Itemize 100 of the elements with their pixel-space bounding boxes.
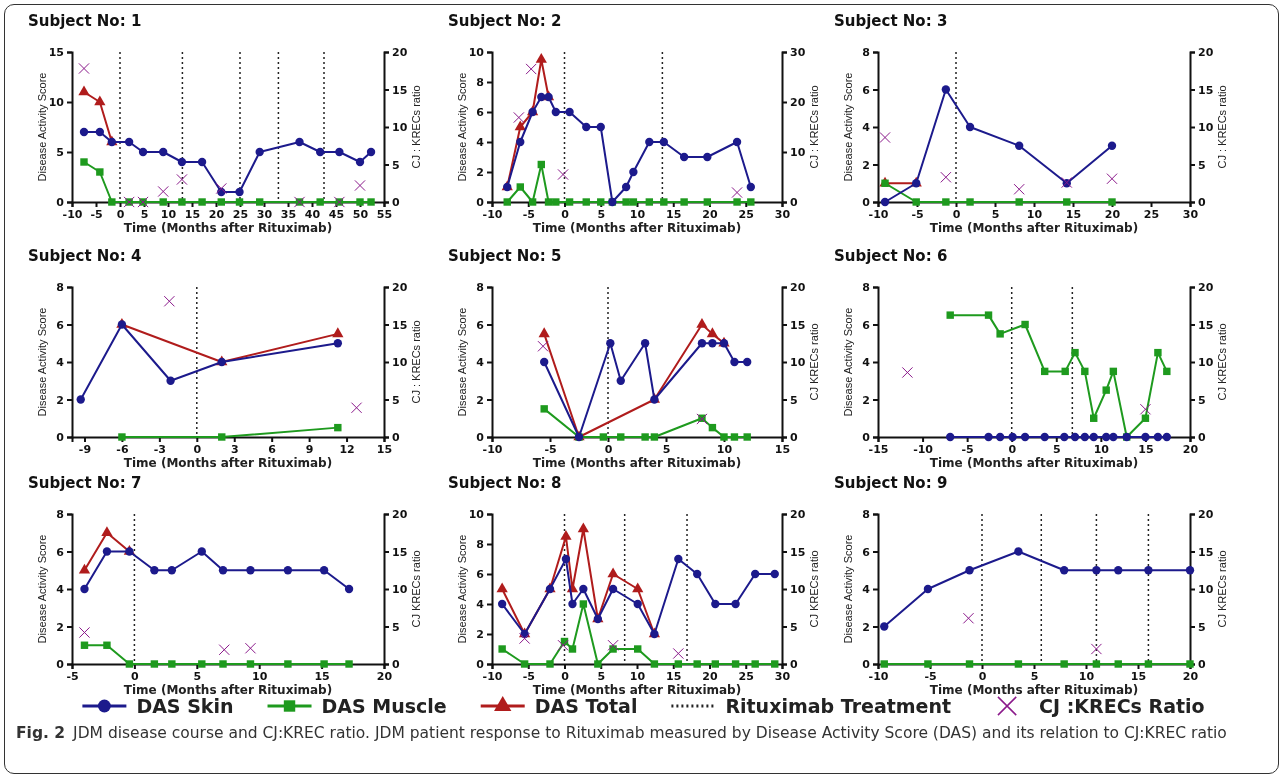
point bbox=[942, 198, 950, 206]
y-tick-label: 6 bbox=[476, 106, 485, 120]
y-tick-label: 4 bbox=[56, 583, 65, 597]
x-tick-label: 0 bbox=[561, 207, 570, 221]
x-tick-label: 10 bbox=[1093, 442, 1110, 456]
chart-title: Subject No: 1 bbox=[28, 12, 142, 30]
x-tick-label: -10 bbox=[482, 207, 503, 221]
point bbox=[1162, 432, 1172, 442]
x-tick-label: -10 bbox=[482, 442, 503, 456]
point bbox=[582, 198, 590, 206]
point bbox=[538, 327, 550, 338]
point bbox=[608, 584, 618, 594]
point bbox=[923, 584, 933, 594]
point bbox=[295, 137, 304, 147]
point bbox=[1141, 432, 1150, 442]
x-tick-label: 5 bbox=[597, 669, 606, 683]
point bbox=[178, 198, 186, 206]
x-tick-label: 10 bbox=[629, 207, 646, 221]
point bbox=[1153, 432, 1163, 442]
y2-tick-label: 15 bbox=[392, 545, 408, 559]
point bbox=[622, 198, 630, 206]
x-tick-label: 30 bbox=[1182, 207, 1199, 221]
point bbox=[1015, 198, 1023, 206]
y-tick-label: 6 bbox=[56, 318, 65, 332]
point bbox=[616, 376, 625, 385]
y-axis-title: Disease Activity Score bbox=[36, 72, 48, 182]
point bbox=[540, 405, 548, 413]
point bbox=[355, 157, 365, 167]
x-tick-label: 15 bbox=[666, 207, 682, 221]
point bbox=[770, 569, 779, 579]
point bbox=[197, 157, 207, 167]
x-tick-label: 15 bbox=[774, 442, 791, 456]
point bbox=[711, 599, 720, 609]
y2-axis-title: CJ : KRECs ratio bbox=[410, 320, 422, 404]
y-tick-label: 15 bbox=[48, 46, 64, 60]
point bbox=[1092, 566, 1101, 575]
point bbox=[1092, 660, 1101, 668]
point bbox=[711, 660, 720, 668]
y-tick-label: 4 bbox=[862, 121, 871, 135]
x-tick-label: 10 bbox=[252, 669, 268, 683]
y-tick-label: 6 bbox=[476, 318, 485, 332]
y2-tick-label: 5 bbox=[392, 393, 400, 407]
point bbox=[659, 137, 669, 147]
y-tick-label: 4 bbox=[476, 598, 485, 612]
point bbox=[743, 433, 751, 441]
y-tick-label: 2 bbox=[862, 620, 870, 634]
x-tick-label: 15 bbox=[1130, 669, 1147, 683]
point bbox=[217, 198, 225, 206]
x-tick-label: 15 bbox=[1138, 442, 1154, 456]
point bbox=[965, 660, 974, 668]
point bbox=[497, 599, 507, 609]
y2-tick-label: 20 bbox=[392, 281, 408, 295]
chart-title: Subject No: 7 bbox=[28, 474, 142, 492]
point bbox=[940, 171, 952, 183]
y-axis-title: Disease Activity Score bbox=[456, 307, 468, 417]
y-tick-label: 2 bbox=[56, 620, 64, 634]
x-tick-label: 5 bbox=[597, 207, 606, 221]
point bbox=[246, 660, 255, 668]
point bbox=[966, 198, 974, 206]
point bbox=[514, 120, 526, 131]
point bbox=[255, 147, 264, 157]
point bbox=[1081, 367, 1089, 376]
y-tick-label: 0 bbox=[862, 658, 871, 672]
point bbox=[496, 582, 508, 593]
x-tick-label: 5 bbox=[662, 442, 671, 456]
x-tick-label: -5 bbox=[961, 442, 974, 456]
point bbox=[706, 327, 719, 338]
point bbox=[1063, 198, 1071, 206]
point bbox=[1102, 386, 1110, 394]
point bbox=[124, 137, 134, 147]
point bbox=[78, 626, 91, 639]
y2-axis-title: CJ KRECs ratio bbox=[808, 550, 820, 628]
point bbox=[519, 632, 531, 645]
y-tick-label: 6 bbox=[862, 83, 871, 97]
point bbox=[244, 642, 257, 654]
x-tick-label: 20 bbox=[1182, 669, 1199, 683]
x-tick-label: -5 bbox=[522, 207, 535, 221]
y2-tick-label: 10 bbox=[1198, 356, 1214, 370]
point bbox=[1021, 320, 1029, 329]
point bbox=[984, 432, 993, 442]
y2-tick-label: 5 bbox=[790, 393, 798, 407]
x-tick-label: 3 bbox=[230, 442, 239, 456]
y-tick-label: 8 bbox=[56, 508, 64, 522]
point bbox=[546, 660, 554, 668]
y2-tick-label: 0 bbox=[392, 196, 400, 210]
x-tick-label: 15 bbox=[376, 442, 393, 456]
point bbox=[1060, 660, 1068, 668]
y-tick-label: 0 bbox=[476, 196, 485, 210]
x-tick-label: 30 bbox=[256, 207, 273, 221]
y2-axis-title: CJ KRECs ratio bbox=[1216, 550, 1228, 628]
y-tick-label: 2 bbox=[56, 393, 64, 407]
legend-label: DAS Muscle bbox=[321, 695, 447, 717]
point bbox=[332, 327, 344, 338]
point bbox=[535, 52, 547, 63]
y2-tick-label: 0 bbox=[1198, 431, 1206, 445]
y-axis-title: Disease Activity Score bbox=[36, 307, 48, 417]
y-axis-title: Disease Activity Score bbox=[456, 534, 468, 644]
point bbox=[102, 547, 112, 556]
point bbox=[632, 582, 644, 593]
x-tick-label: 0 bbox=[604, 442, 613, 456]
